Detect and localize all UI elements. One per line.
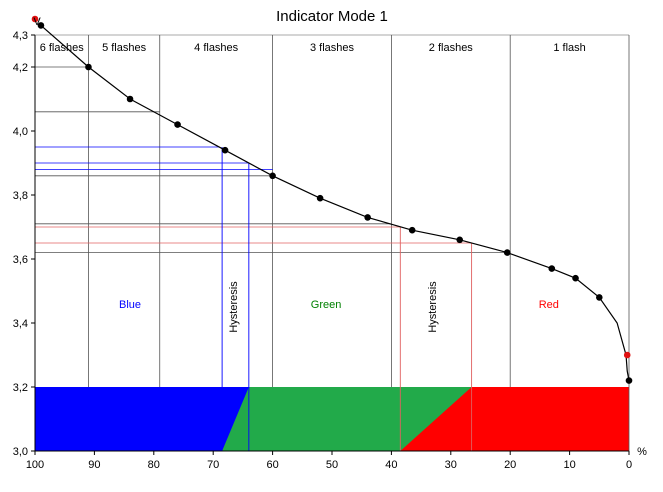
- data-point: [596, 294, 603, 301]
- x-tick-label: 100: [26, 459, 44, 471]
- zone-labels: Blue Green Red Hysteresis Hysteresis: [119, 281, 559, 333]
- data-point: [408, 226, 416, 234]
- y-axis-unit: V: [33, 16, 41, 28]
- y-tick-label: 4,2: [13, 62, 28, 74]
- data-point: [85, 63, 92, 71]
- chart-title: Indicator Mode 1: [276, 8, 388, 25]
- data-point: [126, 95, 134, 103]
- data-point: [37, 22, 45, 29]
- x-tick-label: 40: [385, 459, 397, 471]
- zone-label-blue: Blue: [119, 299, 141, 311]
- data-point: [364, 214, 371, 221]
- data-point: [503, 249, 511, 256]
- data-point: [456, 236, 464, 244]
- discharge-curve-line: [40, 24, 630, 381]
- y-tick-label: 3,4: [13, 318, 28, 330]
- zone-fill-blue: [35, 387, 249, 451]
- threshold-lines: [35, 66, 511, 451]
- data-point: [548, 265, 556, 272]
- flash-band-label: 6 flashes: [40, 42, 85, 54]
- y-tick-label: 4,0: [13, 126, 28, 138]
- hysteresis-label: Hysteresis: [427, 281, 439, 333]
- x-tick-label: 50: [326, 459, 338, 471]
- y-tick-label: 4,3: [13, 30, 28, 42]
- y-tick-label: 3,0: [13, 446, 28, 458]
- x-tick-label: 0: [626, 459, 632, 471]
- data-point: [316, 194, 324, 202]
- flash-band-dividers: 6 flashes 5 flashes 4 flashes 3 flashes 2 fl…: [40, 35, 586, 387]
- battery-zone-bars: [35, 387, 629, 451]
- x-tick-label: 80: [148, 459, 160, 471]
- zone-label-red: Red: [539, 299, 559, 311]
- x-tick-label: 30: [445, 459, 457, 471]
- flash-band-label: 2 flashes: [429, 42, 474, 54]
- data-point: [625, 377, 633, 384]
- flash-band-label: 1 flash: [553, 42, 585, 54]
- flash-band-label: 3 flashes: [310, 42, 355, 54]
- data-point: [221, 146, 229, 154]
- flash-band-label: 4 flashes: [194, 42, 239, 54]
- data-point-red: [623, 351, 631, 359]
- zone-label-green: Green: [311, 299, 342, 311]
- zone-fill-red: [400, 387, 629, 451]
- data-point: [572, 274, 579, 282]
- data-point: [269, 172, 276, 180]
- x-tick-label: 70: [207, 459, 219, 471]
- x-tick-label: 90: [88, 459, 100, 471]
- data-point: [174, 121, 181, 128]
- y-tick-label: 3,6: [13, 254, 28, 266]
- flash-band-label: 5 flashes: [102, 42, 147, 54]
- discharge-curve: [31, 15, 633, 384]
- x-tick-label: 10: [563, 459, 575, 471]
- x-axis-unit: %: [637, 446, 647, 458]
- x-tick-label: 60: [266, 459, 278, 471]
- x-tick-label: 20: [504, 459, 516, 471]
- y-tick-label: 3,2: [13, 382, 28, 394]
- y-tick-label: 3,8: [13, 190, 28, 202]
- hysteresis-label: Hysteresis: [228, 281, 240, 333]
- data-point-red: [31, 15, 39, 23]
